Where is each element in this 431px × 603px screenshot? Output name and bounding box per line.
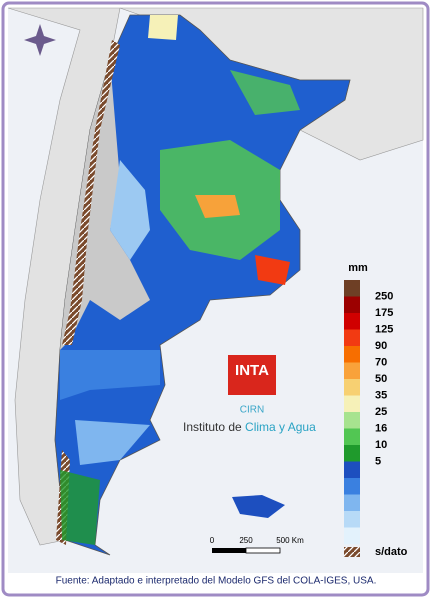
legend-title: mm xyxy=(348,262,368,274)
south-area xyxy=(75,420,150,465)
legend-label: 16 xyxy=(375,422,387,434)
legend-label: 35 xyxy=(375,389,387,401)
scale-bar xyxy=(245,547,281,554)
legend-label: 5 xyxy=(375,455,381,467)
legend-swatch xyxy=(344,296,360,314)
legend-swatch xyxy=(344,478,360,495)
institute-highlight: Clima y Agua xyxy=(245,420,316,434)
south-area xyxy=(60,350,160,400)
no-data-label: s/dato xyxy=(375,546,408,558)
dry-area xyxy=(110,160,150,260)
legend-label: 250 xyxy=(375,290,393,302)
legend-label: 25 xyxy=(375,406,387,418)
falkland-islands xyxy=(232,495,285,518)
source-note: Fuente: Adaptado e interpretado del Mode… xyxy=(56,576,377,587)
rain-area xyxy=(230,70,300,115)
south-area xyxy=(60,470,100,545)
legend-swatch xyxy=(344,445,360,462)
legend-swatch xyxy=(344,395,360,413)
legend-label: 70 xyxy=(375,356,387,368)
legend-swatch xyxy=(344,329,360,347)
legend-swatch xyxy=(344,428,360,446)
rain-peak xyxy=(148,15,178,40)
legend-swatch xyxy=(344,362,360,380)
scale-label: 0 xyxy=(210,536,215,545)
no-data-swatch xyxy=(344,547,360,557)
logo-unit: CIRN xyxy=(240,405,264,416)
legend-swatch xyxy=(344,461,360,479)
rain-peak xyxy=(195,195,240,218)
legend-label: 50 xyxy=(375,373,387,385)
legend-label: 10 xyxy=(375,439,387,451)
compass-rose xyxy=(24,24,56,56)
scale-bar xyxy=(212,548,246,553)
institute-prefix: Instituto de xyxy=(183,420,245,434)
no-data-strip xyxy=(62,40,120,345)
legend-swatch xyxy=(344,313,360,330)
legend-swatch xyxy=(344,494,360,512)
legend-label: 125 xyxy=(375,323,393,335)
scale-label: 500 Km xyxy=(276,536,304,545)
legend-swatch xyxy=(344,379,360,396)
legend-swatch xyxy=(344,280,360,297)
legend-swatch xyxy=(344,346,360,363)
logo-name: INTA xyxy=(235,362,269,379)
legend-label: 175 xyxy=(375,307,393,319)
rain-peak xyxy=(255,255,290,285)
scale-label: 250 xyxy=(239,536,253,545)
legend-swatch xyxy=(344,412,360,429)
logo-box xyxy=(228,355,276,395)
legend-swatch xyxy=(344,527,360,545)
legend-swatch xyxy=(344,511,360,528)
legend: mm 250 175 125 90 70 50 35 25 16 10 5 xyxy=(344,262,393,545)
institute-name: Instituto de Clima y Agua xyxy=(183,420,316,434)
legend-label: 90 xyxy=(375,340,387,352)
